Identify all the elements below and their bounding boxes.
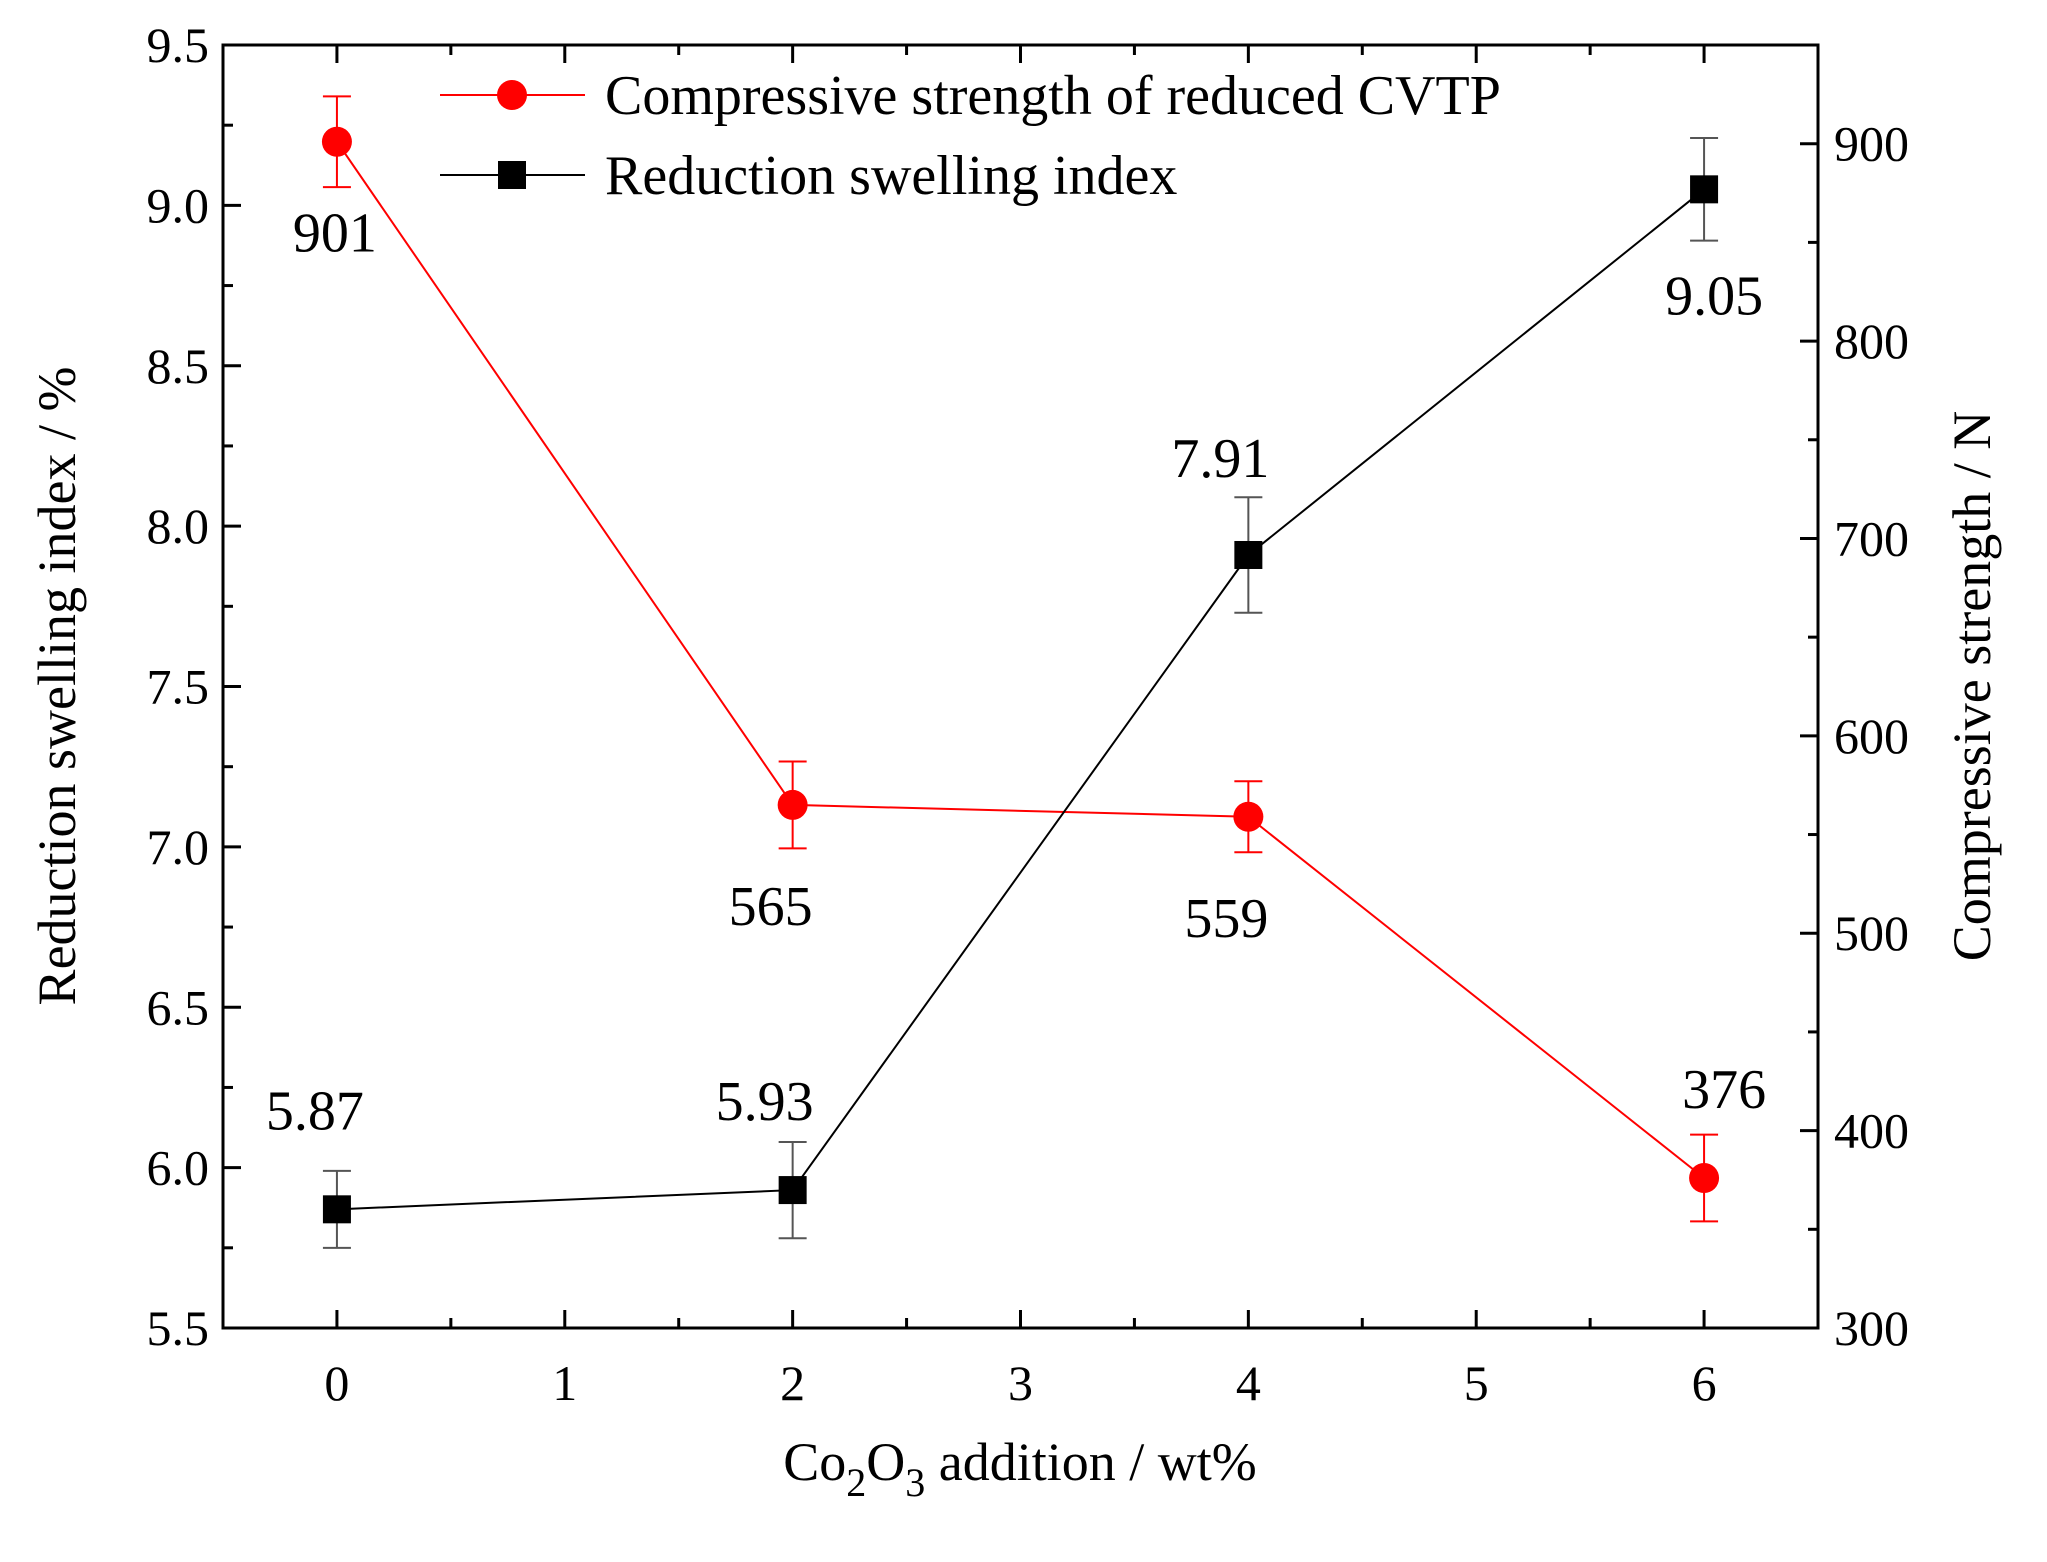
- data-label: 5.87: [266, 1080, 364, 1142]
- x-axis-title-part: addition / wt%: [925, 1432, 1256, 1492]
- legend-label: Compressive strength of reduced CVTP: [605, 65, 1501, 127]
- series-line-0: [336, 141, 1705, 1179]
- y-right-tick-label: 300: [1834, 1300, 1909, 1356]
- y-left-tick-label: 9.0: [147, 177, 210, 233]
- x-tick-label: 4: [1236, 1355, 1261, 1411]
- x-tick-label: 2: [780, 1355, 805, 1411]
- x-tick-label: 0: [324, 1355, 349, 1411]
- y-left-tick-label: 7.5: [147, 659, 210, 715]
- x-axis-title: Co2O3 addition / wt%: [783, 1432, 1257, 1505]
- x-tick-label: 5: [1464, 1355, 1489, 1411]
- data-label: 7.91: [1171, 428, 1269, 490]
- data-label: 9.05: [1665, 265, 1763, 327]
- data-point-circle: [1233, 801, 1264, 832]
- x-axis-title-part: O: [866, 1432, 905, 1492]
- data-point-square: [778, 1176, 807, 1205]
- data-point-circle: [777, 789, 808, 820]
- x-axis-title-subscript: 2: [846, 1460, 866, 1505]
- y-right-tick-label: 900: [1834, 116, 1909, 172]
- x-tick-label: 6: [1692, 1355, 1717, 1411]
- x-tick-label: 1: [552, 1355, 577, 1411]
- legend-label: Reduction swelling index: [605, 145, 1177, 207]
- y-left-tick-label: 8.0: [147, 498, 210, 554]
- y-left-tick-label: 6.0: [147, 1140, 210, 1196]
- y-left-tick-label: 9.5: [147, 17, 210, 73]
- y-right-tick-label: 700: [1834, 510, 1909, 566]
- data-label: 901: [293, 203, 377, 265]
- data-point-square: [1234, 540, 1263, 569]
- y-right-tick-label: 600: [1834, 708, 1909, 764]
- y-axis-right-title: Compressive strength / N: [1942, 411, 2002, 961]
- data-label: 376: [1682, 1059, 1766, 1121]
- y-right-tick-label: 400: [1834, 1103, 1909, 1159]
- y-axis-left-title: Reduction swelling index / %: [27, 367, 87, 1006]
- data-label: 5.93: [716, 1071, 814, 1133]
- legend-marker-square: [498, 161, 526, 189]
- data-label: 559: [1184, 888, 1268, 950]
- data-point-circle: [1689, 1162, 1720, 1193]
- data-label: 565: [729, 876, 813, 938]
- y-left-tick-label: 6.5: [147, 979, 210, 1035]
- y-left-tick-label: 5.5: [147, 1300, 210, 1356]
- y-right-tick-label: 500: [1834, 905, 1909, 961]
- data-point-square: [322, 1195, 351, 1224]
- y-left-tick-label: 8.5: [147, 338, 210, 394]
- legend-marker-circle: [497, 80, 527, 110]
- plot-frame: [221, 43, 1820, 1330]
- series-line-1: [336, 188, 1705, 1211]
- data-point-square: [1690, 175, 1719, 204]
- x-axis-title-subscript: 3: [905, 1460, 925, 1505]
- x-axis-title-part: Co: [783, 1432, 846, 1492]
- x-tick-label: 3: [1008, 1355, 1033, 1411]
- y-left-tick-label: 7.0: [147, 819, 210, 875]
- y-right-tick-label: 800: [1834, 313, 1909, 369]
- data-point-circle: [321, 126, 352, 157]
